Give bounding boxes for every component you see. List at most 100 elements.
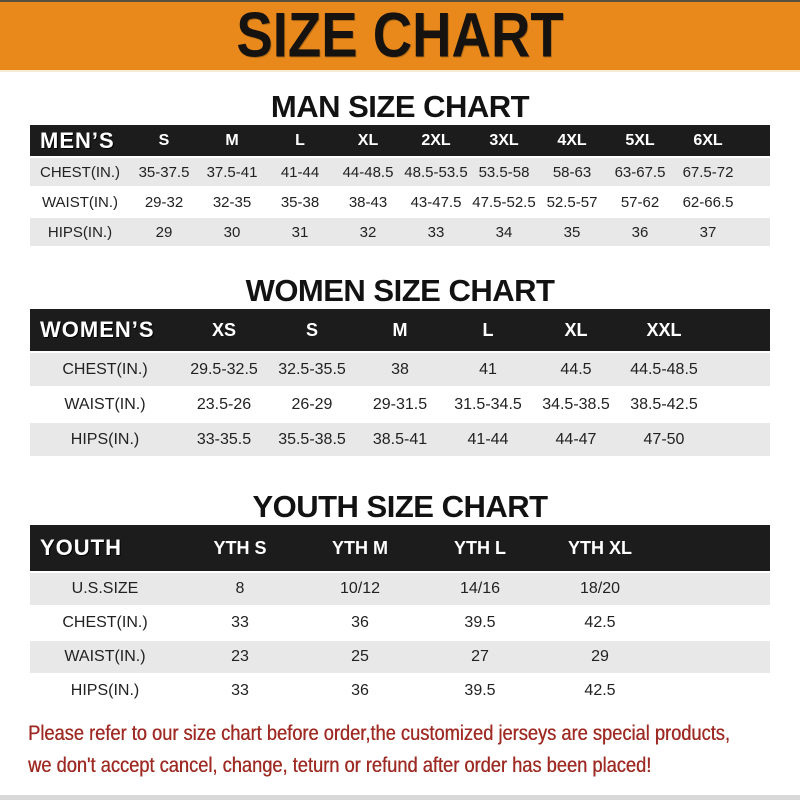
women-size-table: WOMEN’S XS S M L XL XXL CHEST(IN.) 29.5-32.5 32.5… — [30, 309, 770, 456]
row-filler — [708, 351, 770, 387]
size-column-header: 5XL — [606, 125, 674, 157]
row-filler — [742, 186, 770, 217]
size-cell: 47-50 — [620, 421, 708, 456]
size-cell: 35-37.5 — [130, 156, 198, 187]
youth-size-table: YOUTH YTH S YTH M YTH L YTH XL U.S.SIZE 8 10/12… — [30, 525, 770, 707]
size-cell: 23.5-26 — [180, 386, 268, 422]
size-cell: 29-31.5 — [356, 386, 444, 422]
size-cell: 30 — [198, 216, 266, 246]
size-cell: 39.5 — [420, 673, 540, 707]
table-group-label: MEN’S — [30, 125, 130, 157]
size-header-row: YOUTH YTH S YTH M YTH L YTH XL — [30, 525, 770, 572]
size-column-header: YTH XL — [540, 525, 660, 572]
size-cell: 29 — [130, 216, 198, 246]
size-cell: 31.5-34.5 — [444, 386, 532, 422]
footer-line-2: we don't accept cancel, change, teturn o… — [28, 753, 652, 777]
size-cell: 38-43 — [334, 186, 402, 217]
row-label: CHEST(IN.) — [30, 605, 180, 640]
table-row: WAIST(IN.) 23 25 27 29 — [30, 639, 770, 674]
banner-title: SIZE CHART — [236, 0, 564, 71]
table-row: U.S.SIZE 8 10/12 14/16 18/20 — [30, 571, 770, 606]
size-cell: 42.5 — [540, 673, 660, 707]
size-cell: 25 — [300, 639, 420, 674]
header-filler — [660, 525, 770, 572]
size-cell: 10/12 — [300, 571, 420, 606]
size-cell: 32.5-35.5 — [268, 351, 356, 387]
size-cell: 29 — [540, 639, 660, 674]
size-cell: 27 — [420, 639, 540, 674]
size-cell: 35-38 — [266, 186, 334, 217]
size-column-header: XXL — [620, 309, 708, 352]
size-cell: 33 — [402, 216, 470, 246]
men-size-table: MEN’S S M L XL 2XL 3XL 4XL 5XL 6XL CHEST(IN.) 35-37… — [30, 125, 770, 246]
size-column-header: YTH M — [300, 525, 420, 572]
size-cell: 62-66.5 — [674, 186, 742, 217]
table-row: CHEST(IN.) 35-37.5 37.5-41 41-44 44-48.5 48.5… — [30, 156, 770, 187]
row-filler — [742, 156, 770, 187]
size-cell: 41 — [444, 351, 532, 387]
row-filler — [660, 571, 770, 606]
size-cell: 38 — [356, 351, 444, 387]
size-cell: 44-47 — [532, 421, 620, 456]
size-cell: 44.5 — [532, 351, 620, 387]
size-cell: 67.5-72 — [674, 156, 742, 187]
section-heading-youth: YOUTH SIZE CHART — [252, 489, 548, 524]
size-cell: 36 — [606, 216, 674, 246]
row-filler — [708, 421, 770, 456]
size-cell: 29.5-32.5 — [180, 351, 268, 387]
bottom-edge-strip — [0, 795, 800, 800]
size-cell: 47.5-52.5 — [470, 186, 538, 217]
size-header-row: MEN’S S M L XL 2XL 3XL 4XL 5XL 6XL — [30, 125, 770, 157]
table-group-label: YOUTH — [30, 525, 180, 572]
size-header-row: WOMEN’S XS S M L XL XXL — [30, 309, 770, 352]
table-row: CHEST(IN.) 29.5-32.5 32.5-35.5 38 41 44.5 44.5… — [30, 351, 770, 387]
size-cell: 39.5 — [420, 605, 540, 640]
size-column-header: S — [268, 309, 356, 352]
size-cell: 38.5-41 — [356, 421, 444, 456]
row-label: WAIST(IN.) — [30, 186, 130, 217]
section-heading-women: WOMEN SIZE CHART — [245, 273, 555, 308]
size-cell: 44-48.5 — [334, 156, 402, 187]
size-cell: 44.5-48.5 — [620, 351, 708, 387]
size-cell: 43-47.5 — [402, 186, 470, 217]
table-row: WAIST(IN.) 23.5-26 26-29 29-31.5 31.5-34.5 34… — [30, 386, 770, 422]
size-cell: 63-67.5 — [606, 156, 674, 187]
row-filler — [660, 605, 770, 640]
row-label: CHEST(IN.) — [30, 351, 180, 387]
size-cell: 58-63 — [538, 156, 606, 187]
row-label: HIPS(IN.) — [30, 673, 180, 707]
size-column-header: 3XL — [470, 125, 538, 157]
size-column-header: 6XL — [674, 125, 742, 157]
table-group-label: WOMEN’S — [30, 309, 180, 352]
size-cell: 32-35 — [198, 186, 266, 217]
size-cell: 42.5 — [540, 605, 660, 640]
row-filler — [742, 216, 770, 246]
size-cell: 34 — [470, 216, 538, 246]
size-cell: 41-44 — [266, 156, 334, 187]
size-cell: 32 — [334, 216, 402, 246]
size-cell: 41-44 — [444, 421, 532, 456]
table-row: HIPS(IN.) 29 30 31 32 33 34 35 36 37 — [30, 216, 770, 246]
header-filler — [742, 125, 770, 157]
footer-line-1: Please refer to our size chart before or… — [28, 721, 730, 745]
row-filler — [708, 386, 770, 422]
size-column-header: XL — [532, 309, 620, 352]
size-chart-banner: SIZE CHART — [0, 0, 800, 72]
size-cell: 53.5-58 — [470, 156, 538, 187]
size-cell: 23 — [180, 639, 300, 674]
row-label: HIPS(IN.) — [30, 421, 180, 456]
header-filler — [708, 309, 770, 352]
size-column-header: L — [266, 125, 334, 157]
size-column-header: YTH S — [180, 525, 300, 572]
size-column-header: M — [356, 309, 444, 352]
size-column-header: 4XL — [538, 125, 606, 157]
row-filler — [660, 673, 770, 707]
table-row: CHEST(IN.) 33 36 39.5 42.5 — [30, 605, 770, 640]
section-heading-man: MAN SIZE CHART — [270, 89, 530, 124]
size-cell: 33 — [180, 605, 300, 640]
size-cell: 37.5-41 — [198, 156, 266, 187]
size-column-header: 2XL — [402, 125, 470, 157]
size-cell: 18/20 — [540, 571, 660, 606]
size-cell: 36 — [300, 605, 420, 640]
size-cell: 34.5-38.5 — [532, 386, 620, 422]
